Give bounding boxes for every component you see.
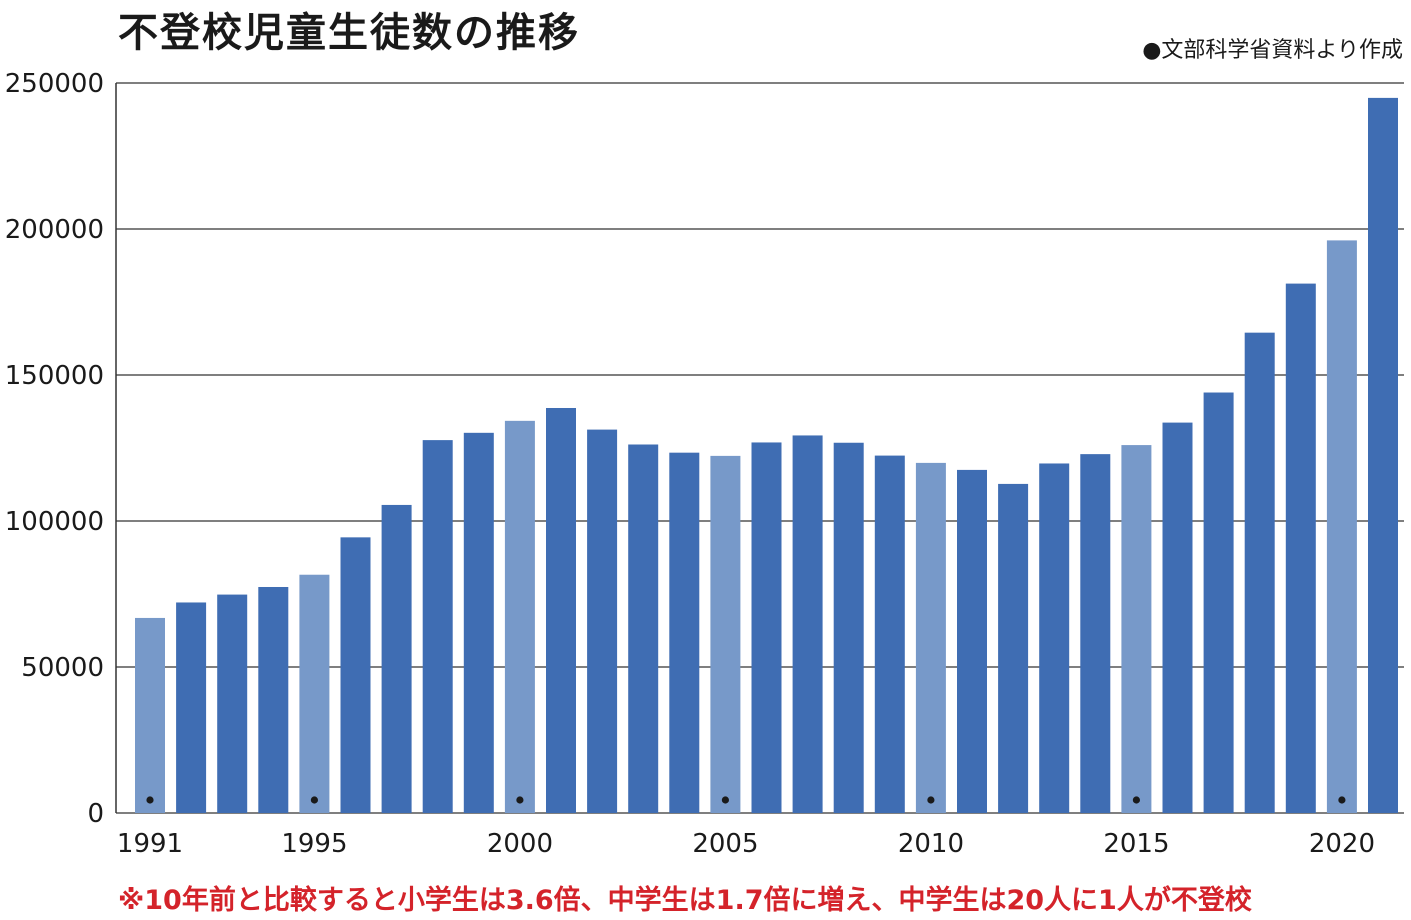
x-axis-ticks: 1991 1995 2000 2005 2010 2015 2020 xyxy=(117,829,1375,859)
marker-1991 xyxy=(146,796,154,804)
bar-2005 xyxy=(710,455,741,813)
bars xyxy=(135,97,1398,814)
y-axis-ticks: 0 50000 100000 150000 200000 250000 xyxy=(5,69,104,829)
bar-2009 xyxy=(874,455,905,813)
marker-2000 xyxy=(516,796,524,804)
bar-2012 xyxy=(998,483,1029,813)
y-tick-label: 200000 xyxy=(5,215,104,245)
y-tick-label: 0 xyxy=(87,799,104,829)
marker-2015 xyxy=(1132,796,1140,804)
bar-1995 xyxy=(299,574,330,813)
bar-1997 xyxy=(381,504,412,813)
bar-1991 xyxy=(135,617,165,813)
bar-2015 xyxy=(1121,445,1152,813)
bar-2021 xyxy=(1368,97,1398,814)
bar-1996 xyxy=(340,537,371,813)
footnote: ※10年前と比較すると小学生は3.6倍、中学生は1.7倍に増え、中学生は20人に… xyxy=(118,885,1252,916)
bar-1994 xyxy=(258,586,289,813)
bar-1993 xyxy=(217,594,248,813)
bar-2018 xyxy=(1244,332,1275,813)
bar-2011 xyxy=(957,469,987,813)
bar-2007 xyxy=(792,435,823,813)
marker-2020 xyxy=(1338,796,1346,804)
bar-2016 xyxy=(1162,422,1193,813)
bar-2013 xyxy=(1039,463,1070,813)
y-tick-label: 250000 xyxy=(5,69,104,99)
x-tick-label: 2000 xyxy=(487,829,553,859)
bar-1999 xyxy=(463,432,494,813)
marker-1995 xyxy=(310,796,318,804)
bar-2003 xyxy=(628,444,659,813)
bar-2020 xyxy=(1326,240,1357,813)
x-tick-label: 2015 xyxy=(1103,829,1169,859)
y-tick-label: 50000 xyxy=(21,653,104,683)
bar-1998 xyxy=(422,440,453,813)
x-tick-label: 1991 xyxy=(117,829,183,859)
bar-1992 xyxy=(176,602,207,813)
x-tick-label: 2020 xyxy=(1309,829,1375,859)
marker-2010 xyxy=(927,796,935,804)
bar-2001 xyxy=(546,407,576,813)
y-tick-label: 150000 xyxy=(5,361,104,391)
bar-2000 xyxy=(504,420,535,813)
bar-2002 xyxy=(587,429,618,813)
bar-2019 xyxy=(1285,283,1316,813)
year-markers xyxy=(146,796,1346,804)
bar-chart: 0 50000 100000 150000 200000 250000 1991 1995 2… xyxy=(5,69,1404,859)
bar-2006 xyxy=(751,442,782,813)
bar-2010 xyxy=(915,462,946,813)
bar-2017 xyxy=(1203,392,1234,813)
x-tick-label: 2005 xyxy=(692,829,758,859)
bar-2004 xyxy=(669,452,700,813)
marker-2005 xyxy=(721,796,730,804)
bar-2008 xyxy=(833,442,864,813)
x-tick-label: 1995 xyxy=(281,829,347,859)
x-tick-label: 2010 xyxy=(898,829,964,859)
bar-2014 xyxy=(1080,454,1111,813)
source-note: ●文部科学省資料より作成 xyxy=(1142,38,1403,63)
y-tick-label: 100000 xyxy=(5,507,104,537)
chart-title: 不登校児童生徒数の推移 xyxy=(118,10,580,56)
